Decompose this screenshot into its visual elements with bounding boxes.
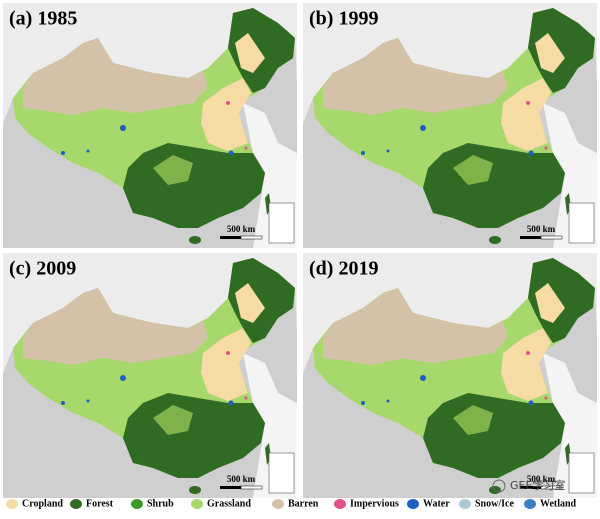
map	[3, 3, 297, 248]
scale-label: 500 km	[227, 224, 256, 234]
legend-swatch	[407, 499, 419, 509]
legend-swatch	[334, 499, 346, 509]
watermark: GEE学习室	[510, 478, 565, 492]
legend-label: Water	[423, 498, 450, 509]
legend-label: Impervious	[350, 498, 399, 509]
panel-title: (c) 2009	[9, 258, 76, 280]
map-panel: (b) 1999 500 km	[303, 3, 597, 248]
panel-title: (d) 2019	[309, 258, 378, 280]
legend-swatch	[272, 499, 284, 509]
panels: (a) 1985 500 km (b) 1999 500 km (c) 2009 500 …	[3, 3, 597, 498]
legend-swatch	[191, 499, 203, 509]
legend-label: Wetland	[540, 498, 577, 509]
legend-swatch	[524, 499, 536, 509]
legend-label: Cropland	[22, 498, 63, 509]
map	[303, 253, 597, 498]
map	[3, 253, 297, 498]
legend-swatch	[70, 499, 82, 509]
legend-swatch	[459, 499, 471, 509]
legend-swatch	[131, 499, 143, 509]
legend-label: Snow/Ice	[475, 498, 514, 509]
map-panel: (a) 1985 500 km	[3, 3, 297, 248]
panel-title: (b) 1999	[309, 8, 378, 30]
scale-label: 500 km	[227, 474, 256, 484]
legend-swatch	[6, 499, 18, 509]
legend-label: Grassland	[207, 498, 251, 509]
scale-label: 500 km	[527, 224, 556, 234]
legend-label: Forest	[86, 498, 114, 509]
map-panel: (c) 2009 500 km	[3, 253, 297, 498]
map-panel: (d) 2019 500 km	[303, 253, 597, 498]
legend-label: Shrub	[147, 498, 174, 509]
map	[303, 3, 597, 248]
watermark-icon	[492, 479, 506, 493]
legend: Cropland Forest Shrub Grassland Barren Imperv…	[6, 498, 577, 509]
legend-label: Barren	[288, 498, 319, 509]
panel-title: (a) 1985	[9, 8, 77, 30]
scale-label: 500 km	[527, 474, 556, 484]
